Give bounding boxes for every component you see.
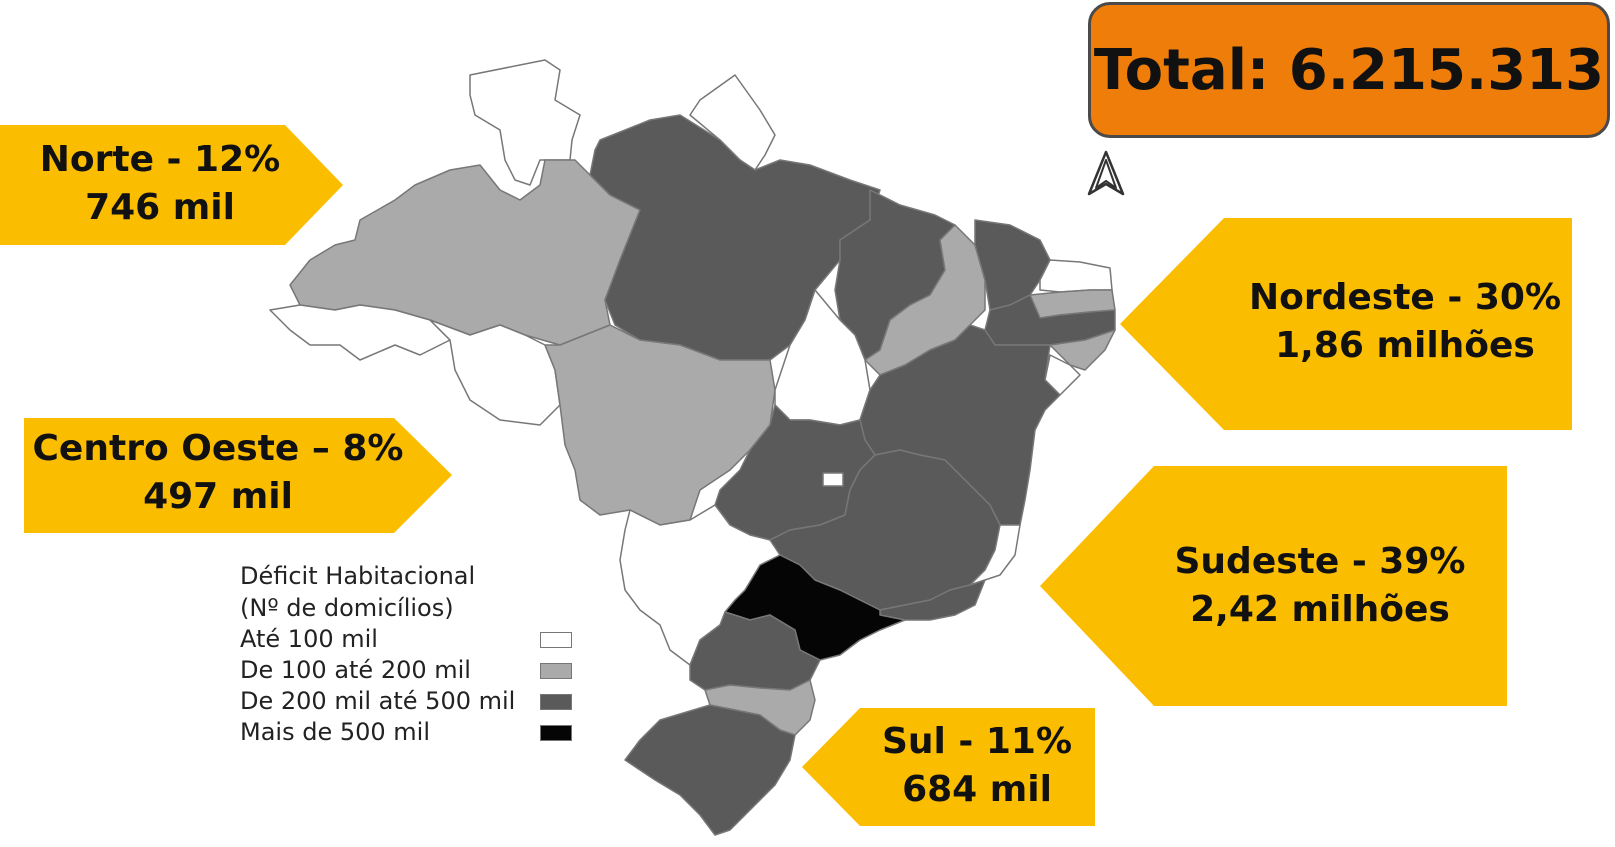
legend-title-line1: Déficit Habitacional [240, 562, 476, 590]
legend-swatch [540, 631, 572, 648]
state-acre [269, 304, 451, 361]
callout-norte-text: Norte - 12% 746 mil [0, 136, 320, 232]
callout-nordeste-shape [1120, 218, 1572, 430]
callout-sul: Sul - 11% 684 mil [802, 708, 1095, 826]
state-rio-grande-do-sul [624, 704, 796, 836]
total-box: Total: 6.215.313 [1088, 2, 1610, 138]
legend-item: Mais de 500 mil [240, 717, 580, 748]
state-parana [689, 611, 821, 691]
legend-item-label: De 100 até 200 mil [240, 656, 471, 684]
callout-nordeste-text: Nordeste - 30% 1,86 milhões [1245, 274, 1565, 370]
callout-sudeste-shape [1040, 466, 1507, 706]
callout-norte: Norte - 12% 746 mil [0, 125, 345, 245]
sul-value: 684 mil [902, 769, 1052, 810]
north-arrow-icon [1087, 150, 1125, 196]
legend-item: De 200 mil até 500 mil [240, 686, 580, 717]
nordeste-percent: Nordeste - 30% [1248, 277, 1562, 318]
legend-item-label: Mais de 500 mil [240, 718, 430, 746]
centro-oeste-percent: Centro Oeste – 8% [32, 428, 404, 469]
state-amapa [689, 74, 776, 171]
legend-item-label: De 200 mil até 500 mil [240, 687, 516, 715]
sul-percent: Sul - 11% [881, 721, 1073, 762]
callout-sudeste-text: Sudeste - 39% 2,42 milhões [1170, 538, 1470, 634]
sudeste-value: 2,42 milhões [1190, 589, 1450, 630]
sudeste-percent: Sudeste - 39% [1174, 541, 1466, 582]
state-roraima [469, 59, 581, 186]
legend-item-label: Até 100 mil [240, 625, 378, 653]
callout-norte-shape [0, 125, 343, 245]
legend-swatch [540, 662, 572, 679]
callout-centro-oeste-shape [24, 418, 452, 533]
legend-title-line2: (Nº de domicílios) [240, 594, 454, 622]
state-mato-grosso [544, 324, 776, 526]
legend-item: De 100 até 200 mil [240, 655, 580, 686]
norte-percent: Norte - 12% [39, 139, 281, 180]
legend-item: Até 100 mil [240, 624, 580, 655]
state-rio-de-janeiro [879, 579, 986, 621]
state-rio-grande-do-norte [1039, 259, 1113, 293]
callout-centro-oeste: Centro Oeste – 8% 497 mil [24, 418, 454, 533]
callout-sul-shape [802, 708, 1095, 826]
norte-value: 746 mil [85, 187, 235, 228]
state-distrito-federal [822, 472, 844, 487]
callout-sul-text: Sul - 11% 684 mil [867, 718, 1087, 814]
nordeste-value: 1,86 milhões [1275, 325, 1535, 366]
centro-oeste-value: 497 mil [143, 476, 293, 517]
callout-nordeste: Nordeste - 30% 1,86 milhões [1120, 218, 1572, 430]
legend-swatch [540, 693, 572, 710]
callout-centro-oeste-text: Centro Oeste – 8% 497 mil [24, 425, 412, 521]
total-label: Total: 6.215.313 [1093, 37, 1605, 103]
map-legend: Déficit Habitacional (Nº de domicílios) … [240, 560, 580, 748]
callout-sudeste: Sudeste - 39% 2,42 milhões [1040, 466, 1507, 706]
legend-swatch [540, 724, 572, 741]
